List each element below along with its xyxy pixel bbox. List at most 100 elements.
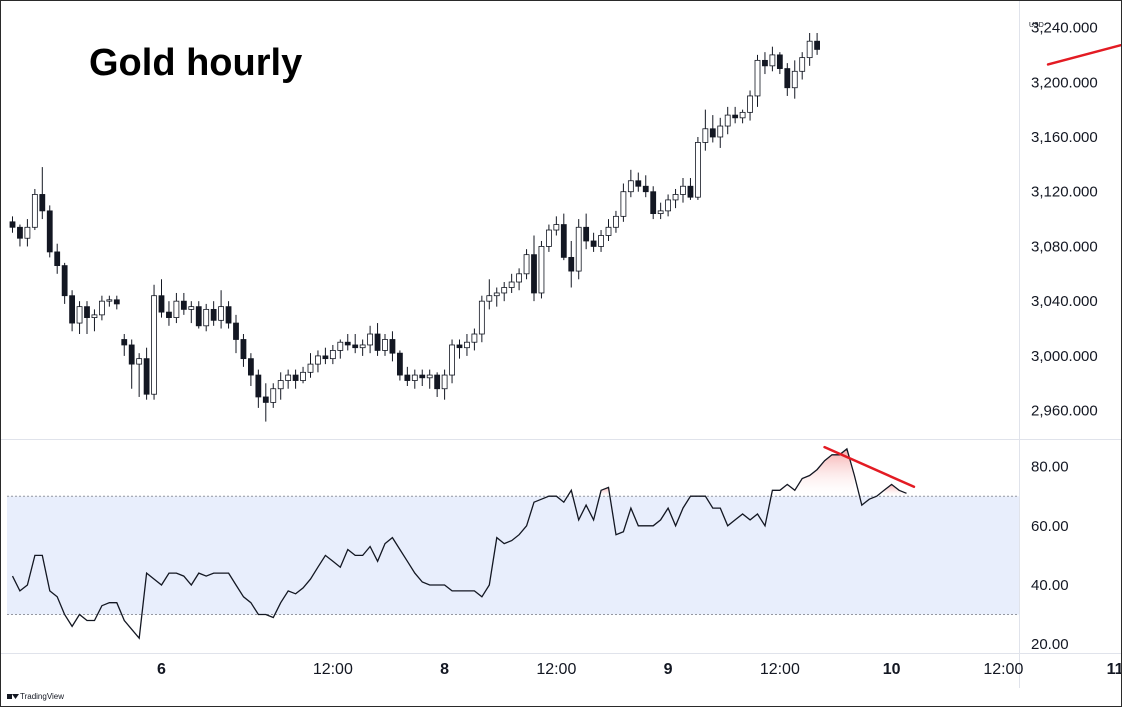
candle-body-up [449,344,455,376]
candle [136,353,143,397]
brand-name: TradingView [20,692,64,701]
candle [635,172,642,192]
candle-body-up [478,300,485,335]
candle [39,167,46,220]
time-tick-label: 6 [157,661,166,678]
candle-body-up [367,333,374,346]
candle-body-up [553,224,560,231]
candle-body-down [732,114,739,119]
candle-body-down [121,339,128,346]
candle [270,383,277,408]
candle [337,339,344,359]
candle-body-down [650,191,657,215]
candle-body-up [747,95,753,113]
candle [374,323,381,356]
candle [523,249,530,280]
price-trendline [1046,43,1121,66]
trendline-annotations [823,43,1121,489]
candle [732,106,739,124]
rsi-tick-label: 20.00 [1031,636,1069,653]
candle [441,369,448,400]
candle [419,369,426,387]
candle-body-down [762,59,768,67]
candle-body-up [464,341,470,349]
candle-body-down [583,226,590,242]
candle [560,213,567,261]
rsi-tick-label: 80.00 [1031,459,1069,476]
candle [516,268,522,291]
candle-body-down [642,185,649,193]
candle [285,369,292,389]
candle [195,301,202,329]
candle-body-down [46,210,53,253]
price-tick-label: 3,160.000 [1031,129,1098,146]
candle [739,109,746,124]
candle [568,240,575,288]
candle-body-up [76,306,83,324]
candle-body-up [516,273,522,283]
candlestick-series [9,32,820,422]
candle-body-down [17,226,23,239]
time-tick-label: 12:00 [983,661,1023,678]
candle-body-up [285,374,292,381]
tradingview-logo[interactable]: TradingView [7,692,64,701]
candle-body-up [598,235,604,247]
candle-body-up [672,194,679,201]
candle [344,334,351,351]
candle [434,372,441,397]
candle-body-up [702,128,709,143]
candle [17,224,23,247]
candle-body-down [784,68,791,89]
candle [329,344,336,365]
candle-body-up [665,199,671,212]
candle [255,369,262,408]
candle-body-down [180,300,187,310]
candle [210,301,217,326]
price-tick-label: 3,240.000 [1031,20,1098,37]
candle-body-up [337,341,344,351]
candle-body-up [300,371,306,381]
candle [396,350,403,381]
candle [754,54,761,107]
time-tick-label: 10 [883,661,901,678]
candle [665,194,671,217]
candle [91,309,98,332]
candle [583,213,590,250]
time-tick-label: 12:00 [313,661,353,678]
candle [605,219,612,241]
candle-body-up [173,300,180,318]
candle [9,216,16,233]
candle-body-down [39,194,46,212]
candle [61,262,68,304]
candle-body-up [99,300,105,316]
candle-body-up [106,299,113,302]
candle-body-up [486,295,493,302]
candle [426,369,433,389]
candle-body-up [724,114,731,127]
candle [709,115,716,143]
currency-label: USD [1029,22,1044,29]
candle-body-up [627,180,634,193]
candle-body-down [292,374,299,381]
candle [449,339,455,384]
candle-body-up [575,226,582,272]
candle-body-down [687,185,694,198]
price-tick-label: 3,000.000 [1031,348,1098,365]
candle [367,325,374,354]
candle [762,52,768,75]
candle [315,350,321,373]
candle-body-up [546,229,552,247]
candle-body-down [374,333,381,351]
candle-body-up [188,306,195,310]
candle-body-down [84,306,90,318]
candle [680,178,686,203]
candle-body-up [695,142,701,198]
candle [613,210,619,233]
candle-body-down [128,344,135,365]
candle [471,328,478,351]
candle-body-down [456,344,463,349]
rsi-trendline [823,445,916,489]
rsi-overbought-fill [772,448,855,497]
candle [814,32,820,55]
